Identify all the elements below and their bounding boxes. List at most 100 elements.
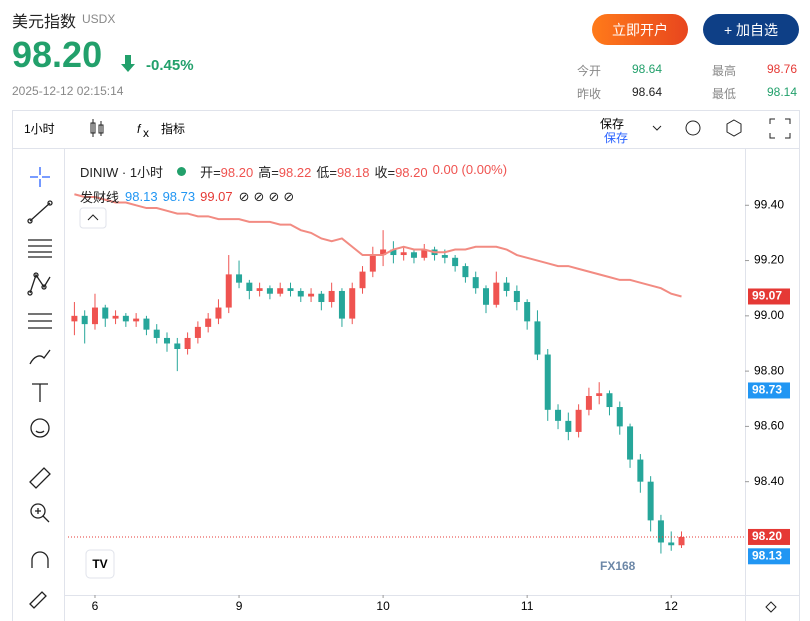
x-tick-label: 10 (376, 599, 390, 613)
candle-body (256, 288, 263, 291)
candle-body (575, 409, 582, 432)
candle-body (122, 315, 129, 322)
ohlc-item: 低=98.18 (316, 162, 369, 181)
stat-value: 98.64 (631, 62, 662, 76)
candle-body (266, 288, 273, 294)
indicator-button[interactable]: 指标 (161, 121, 185, 136)
stat-value: 98.14 (766, 85, 797, 99)
candle-body (133, 318, 140, 322)
candle-body (452, 257, 459, 267)
candle-body (513, 290, 520, 303)
candle-body (194, 326, 201, 338)
ohlc-item: 高=98.22 (258, 162, 311, 181)
ohlc-label: 低= (316, 165, 337, 180)
fx-icon[interactable]: f (137, 122, 142, 136)
price-tag (748, 288, 790, 305)
fx-icon-x: x (143, 126, 149, 140)
settings-icon[interactable] (726, 119, 742, 137)
ohlc-value: 0.00 (0.00%) (432, 162, 508, 177)
timestamp: 2025-12-12 02:15:14 (12, 84, 124, 98)
candle-body (225, 274, 232, 308)
y-tick-label: 98.60 (754, 419, 784, 433)
candle-body (308, 293, 315, 297)
save-button[interactable]: 保存 (600, 117, 624, 131)
price-tag-label: 98.13 (752, 548, 782, 562)
open-account-button[interactable]: 立即开户 (592, 14, 688, 45)
candle-type-icon[interactable] (90, 119, 104, 137)
price-tag-label: 98.20 (752, 529, 782, 543)
drawing-tools[interactable] (27, 167, 53, 609)
candle-body (390, 249, 397, 256)
y-tick-label: 99.40 (754, 197, 784, 211)
candle-body (277, 288, 284, 294)
price-tag-label: 99.07 (752, 289, 782, 303)
price: 98.20 (12, 34, 103, 75)
candle-body (153, 329, 160, 338)
x-tick-label: 11 (521, 599, 534, 613)
y-tick-label: 99.00 (754, 308, 784, 322)
candle-body (287, 288, 294, 291)
ohlc-label: 高= (258, 165, 279, 180)
indicator-value: 98.13 (125, 189, 158, 204)
x-tick-label: 9 (236, 599, 243, 613)
watchlist-button[interactable]: + 加自选 (703, 14, 799, 45)
candle-body (328, 290, 335, 303)
indicator-value: 98.73 (162, 189, 196, 204)
indicator-value: 99.07 (200, 189, 233, 204)
alert-icon[interactable] (685, 120, 701, 136)
candle-body (462, 266, 469, 278)
candle-body (359, 271, 366, 289)
candle-body (318, 293, 325, 303)
collapse-button[interactable] (79, 207, 107, 229)
candle-body (555, 409, 562, 421)
ohlc-label: 开= (200, 165, 221, 180)
ohlc-value: 98.20 (395, 165, 428, 180)
status-dot (177, 167, 187, 176)
indicator-controls[interactable]: ⊘⊘⊘⊘ (238, 188, 299, 204)
stat-value: 98.64 (631, 85, 662, 99)
stat-label: 昨收 (577, 87, 602, 101)
candle-body (102, 307, 109, 319)
candle-body (493, 282, 500, 305)
candle-body (657, 520, 664, 543)
candle-body (400, 252, 407, 256)
indicator-name: 发财线 (80, 190, 120, 205)
indicator-legend: 发财线 98.13 98.73 99.07 ⊘⊘⊘⊘ (80, 187, 298, 206)
price-legend: DINIW · 1小时 开=98.20 高=98.22 低=98.18 收=98.20… (80, 162, 507, 181)
candle-body (380, 249, 387, 256)
ohlc-value: 98.20 (220, 165, 254, 180)
candle-body (441, 255, 448, 258)
candle-body (112, 315, 119, 319)
y-tick-label: 98.80 (754, 363, 784, 377)
axis-settings[interactable] (765, 601, 777, 613)
candle-body (565, 420, 572, 432)
stat-label: 最低 (712, 87, 737, 101)
ohlc-item: 0.00 (0.00%) (433, 162, 507, 181)
candle-body (627, 426, 634, 460)
ohlc-value: 98.22 (278, 165, 312, 180)
candle-body (678, 536, 685, 546)
candle-body (215, 307, 222, 319)
candle-body (668, 542, 675, 546)
indicator-values: 98.13 98.73 99.07 (125, 189, 233, 204)
y-tick-label: 99.20 (754, 253, 784, 267)
change: -0.45% (146, 57, 194, 74)
tv-logo-box (85, 549, 115, 579)
price-tag-label: 98.73 (752, 383, 782, 397)
candle-body (483, 288, 489, 305)
candle-body (184, 337, 191, 350)
candle-body (534, 321, 541, 355)
candle-body (81, 315, 88, 325)
candle-body (596, 393, 603, 396)
candle-body (472, 277, 479, 289)
candle-body (205, 318, 212, 327)
candle-body (647, 481, 654, 521)
dropdown[interactable] (652, 125, 662, 131)
candle-body (236, 274, 243, 283)
interval[interactable]: 1小时 (24, 122, 55, 136)
candle-body (164, 337, 171, 344)
save-sub: 保存 (604, 131, 628, 145)
x-tick-label: 6 (92, 599, 99, 613)
fullscreen-icon[interactable] (769, 118, 791, 139)
